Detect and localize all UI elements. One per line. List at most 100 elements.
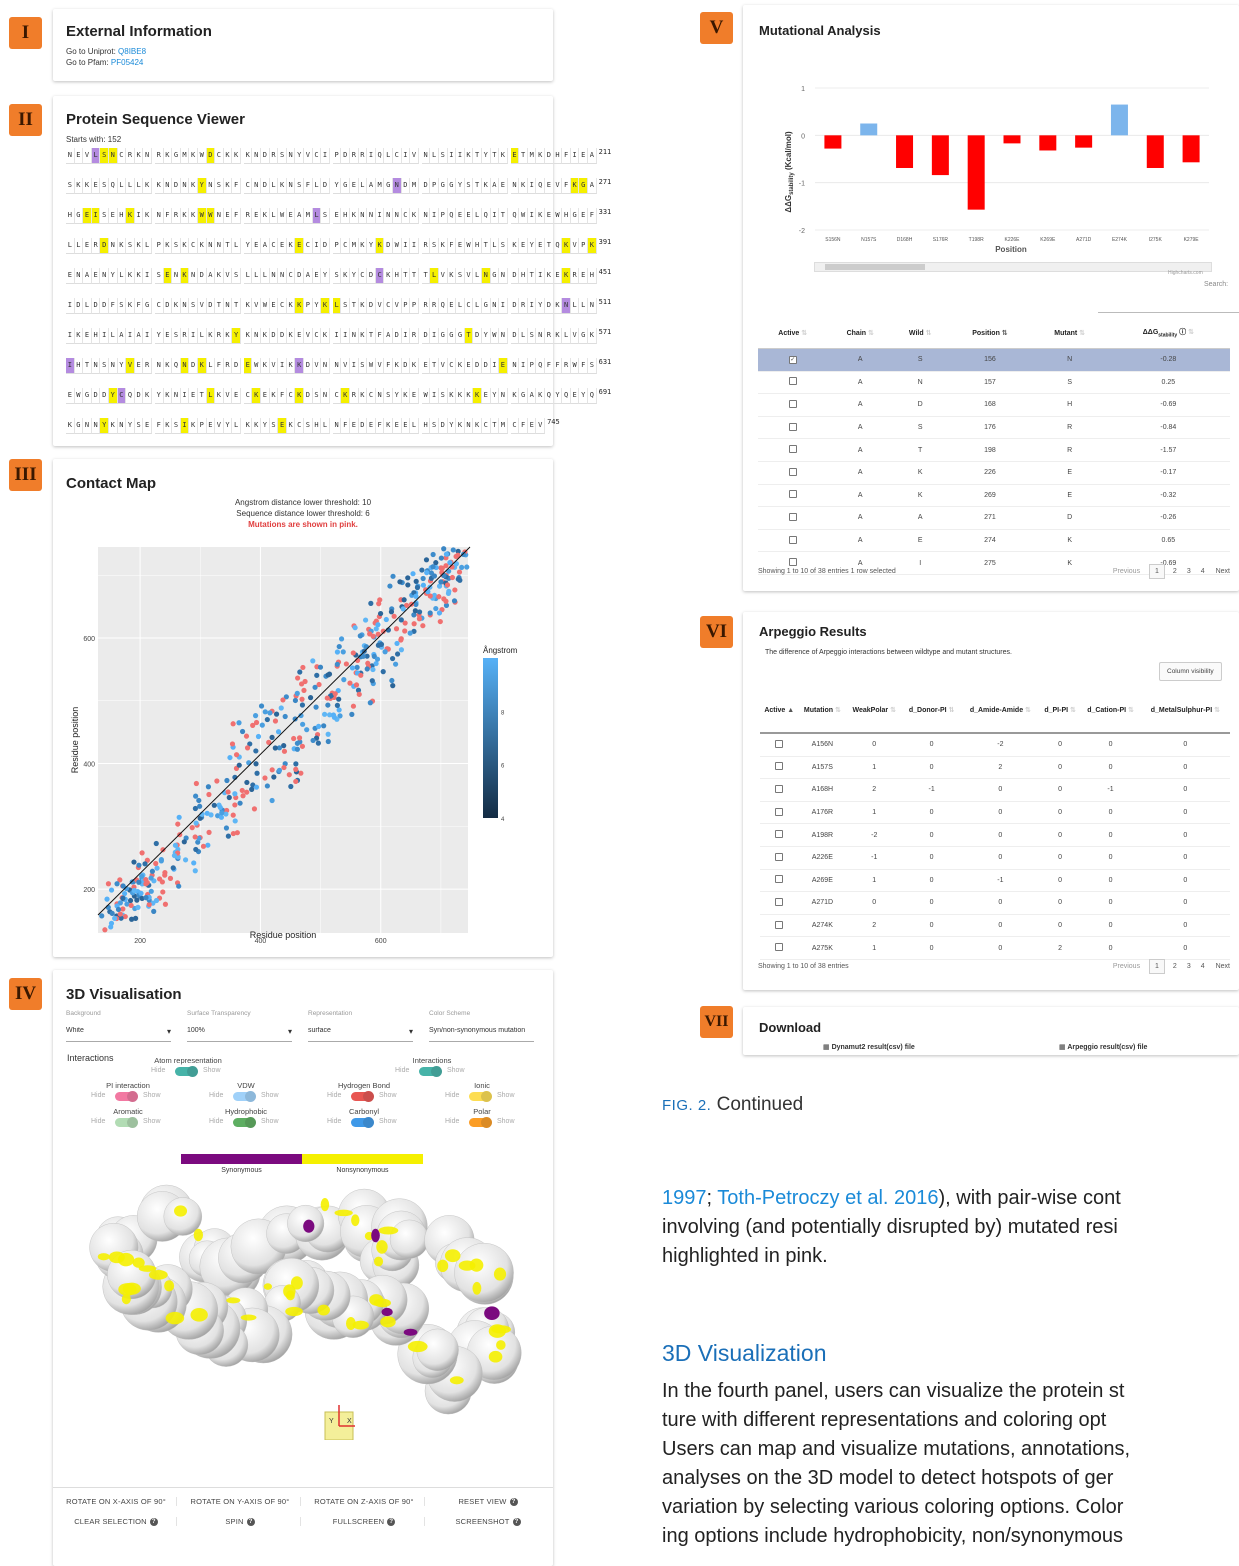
table-row[interactable]: A K 226 E -0.17 [758,461,1230,485]
row-checkbox[interactable] [775,943,784,952]
bar-S176R[interactable] [931,135,949,176]
bar-E274K[interactable] [1110,104,1128,136]
screenshot-button[interactable]: SCREENSHOT? [428,1517,548,1527]
page-2[interactable]: 2 [1172,963,1177,970]
row-checkbox[interactable] [788,558,797,567]
pfam-link[interactable]: PF05424 [110,58,144,67]
highcharts-credit[interactable]: Highcharts.com [1168,270,1203,276]
table-row[interactable]: A T 198 R -1.57 [758,438,1230,462]
rotate-z-button[interactable]: ROTATE ON Z-AXIS OF 90° [304,1497,425,1506]
chart-scrollbar[interactable] [814,262,1212,272]
table-row[interactable]: A A 271 D -0.26 [758,506,1230,530]
column-header[interactable]: Active ⇅ [758,318,828,349]
table-row[interactable]: A269E 1 0 -1 0 0 0 [760,869,1230,893]
row-checkbox-checked[interactable]: ✓ [788,355,797,364]
column-header[interactable]: Mutation ⇅ [798,688,847,734]
bar-S156N[interactable] [824,135,842,149]
bar-I275K[interactable] [1146,135,1164,168]
table-row[interactable]: A226E -1 0 0 0 0 0 [760,846,1230,870]
row-checkbox[interactable] [775,852,784,861]
column-header[interactable]: d_PI-PI ⇅ [1039,688,1081,734]
download-arpeggio-link[interactable]: ▦ Arpeggio result(csv) file [1059,1044,1148,1051]
table-row[interactable]: A275K 1 0 0 2 0 0 [760,936,1230,960]
table-row[interactable]: A271D 0 0 0 0 0 0 [760,891,1230,915]
table-row[interactable]: A176R 1 0 0 0 0 0 [760,801,1230,825]
next-page[interactable]: Next [1215,963,1230,970]
rotate-y-button[interactable]: ROTATE ON Y-AXIS OF 90° [180,1497,301,1506]
scrollbar-thumb[interactable] [825,264,925,270]
bar-K226E[interactable] [1003,135,1021,144]
table-row[interactable]: A I 275 K -0.69 [758,551,1230,575]
page-4[interactable]: 4 [1200,963,1205,970]
table-row[interactable]: ✓ A S 156 N -0.28 [758,348,1230,372]
uniprot-link[interactable]: Q8IBE8 [118,47,147,56]
table-row[interactable]: A274K 2 0 0 0 0 0 [760,914,1230,938]
row-checkbox[interactable] [788,512,797,521]
page-1[interactable]: 1 [1149,564,1165,579]
page-3[interactable]: 3 [1186,963,1191,970]
select-representation[interactable]: surface ▾ [308,1027,413,1042]
column-header[interactable]: Wild ⇅ [893,318,948,349]
toggle-switch[interactable] [233,1092,255,1101]
citation-link[interactable]: 1997 [662,1187,707,1209]
reset-view-button[interactable]: RESET VIEW? [428,1497,548,1507]
row-checkbox[interactable] [788,490,797,499]
row-checkbox[interactable] [775,897,784,906]
row-checkbox[interactable] [775,762,784,771]
row-checkbox[interactable] [775,739,784,748]
bar-N157S[interactable] [860,123,878,136]
column-header[interactable]: d_MetalSulphur-PI ⇅ [1140,688,1230,734]
row-checkbox[interactable] [775,784,784,793]
toggle-switch[interactable] [233,1118,255,1127]
toggle-switch[interactable] [115,1092,137,1101]
table-row[interactable]: A D 168 H -0.69 [758,393,1230,417]
row-checkbox[interactable] [788,422,797,431]
row-checkbox[interactable] [775,875,784,884]
toggle-switch[interactable] [419,1067,441,1076]
spin-button[interactable]: SPIN? [180,1517,301,1527]
table-row[interactable]: A157S 1 0 2 0 0 0 [760,756,1230,780]
rotate-x-button[interactable]: ROTATE ON X-AXIS OF 90° [56,1497,177,1506]
toggle-switch[interactable] [175,1067,197,1076]
next-page[interactable]: Next [1215,568,1230,575]
column-visibility-button[interactable]: Column visibility [1159,662,1222,681]
column-header[interactable]: Active ▲ [760,688,799,734]
column-header[interactable]: Chain ⇅ [827,318,894,349]
table-row[interactable]: A156N 0 0 -2 0 0 0 [760,733,1230,757]
table-row[interactable]: A198R -2 0 0 0 0 0 [760,823,1230,847]
table-row[interactable]: A N 157 S 0.25 [758,371,1230,395]
table-row[interactable]: A K 269 E -0.32 [758,484,1230,508]
row-checkbox[interactable] [788,535,797,544]
page-2[interactable]: 2 [1172,568,1177,575]
column-header[interactable]: WeakPolar ⇅ [846,688,903,734]
prev-page[interactable]: Previous [1112,568,1141,575]
bar-K269E[interactable] [1039,135,1057,151]
bar-D168H[interactable] [896,135,914,168]
row-checkbox[interactable] [788,399,797,408]
toggle-switch[interactable] [351,1092,373,1101]
row-checkbox[interactable] [775,920,784,929]
table-row[interactable]: A E 274 K 0.65 [758,529,1230,553]
fullscreen-button[interactable]: FULLSCREEN? [304,1517,425,1527]
table-row[interactable]: A S 176 R -0.84 [758,416,1230,440]
column-header[interactable]: Mutant ⇅ [1032,318,1107,349]
citation-link[interactable]: Toth-Petroczy et al. 2016 [717,1187,939,1209]
download-dynamut-link[interactable]: ▦ Dynamut2 result(csv) file [823,1044,915,1051]
toggle-switch[interactable] [351,1118,373,1127]
select-background[interactable]: White ▾ [66,1027,171,1042]
column-header[interactable]: d_Amide-Amide ⇅ [960,688,1040,734]
bar-A271D[interactable] [1075,135,1093,148]
prev-page[interactable]: Previous [1112,963,1141,970]
page-3[interactable]: 3 [1186,568,1191,575]
search-box[interactable] [1098,312,1239,313]
page-4[interactable]: 4 [1200,568,1205,575]
row-checkbox[interactable] [775,830,784,839]
column-header[interactable]: d_Cation-PI ⇅ [1080,688,1141,734]
select-surface-transparency[interactable]: 100% ▾ [187,1027,292,1042]
toggle-switch[interactable] [469,1092,491,1101]
page-1[interactable]: 1 [1149,959,1165,974]
row-checkbox[interactable] [788,467,797,476]
table-row[interactable]: A168H 2 -1 0 0 -1 0 [760,778,1230,802]
row-checkbox[interactable] [775,807,784,816]
column-header[interactable]: ΔΔGstability ⓘ ⇅ [1106,318,1230,349]
